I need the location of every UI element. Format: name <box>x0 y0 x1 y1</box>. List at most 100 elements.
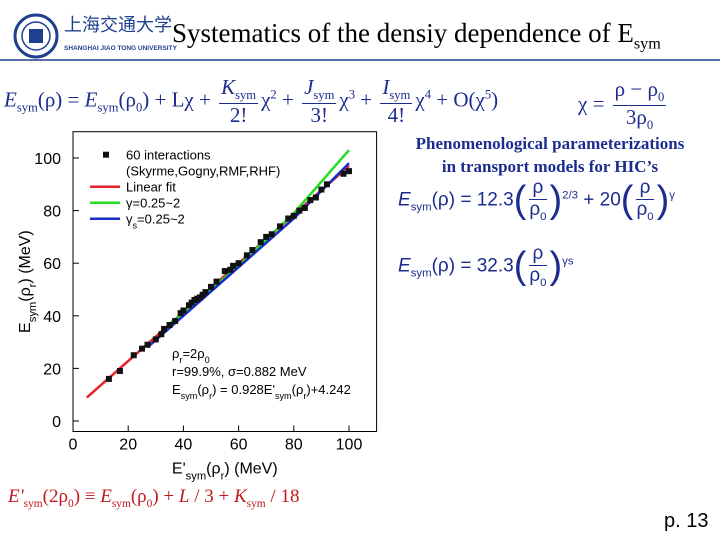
text-part: + <box>355 87 378 112</box>
point <box>161 325 168 332</box>
text-part: ρ <box>529 198 541 220</box>
fraction: Ksym 2! <box>219 75 259 128</box>
text-part: L <box>178 486 190 507</box>
side-heading: Phenomenological parameterizations in tra… <box>390 132 710 178</box>
text-part: r <box>27 283 39 287</box>
point <box>263 233 270 240</box>
fraction-num: ρ <box>529 243 547 266</box>
point <box>172 318 179 325</box>
fraction-den: ρ0 <box>529 198 547 223</box>
legend-symbol <box>103 151 109 158</box>
text-part: γ <box>669 189 675 202</box>
heading-line: in transport models for HIC’s <box>441 157 659 176</box>
text-part: (ρ <box>197 382 209 397</box>
text-part: s <box>133 221 138 231</box>
text-part: K <box>221 75 236 99</box>
text-part: ) <box>656 179 670 222</box>
text-part: E' <box>8 486 24 507</box>
formula-chi: χ = ρ − ρ0 3ρ0 <box>578 77 669 133</box>
point <box>318 186 325 193</box>
fraction-num: ρ <box>529 177 547 200</box>
text-part: ) = 0.928E' <box>212 382 275 397</box>
text-part: sym <box>389 88 411 103</box>
text-part: ( <box>513 179 527 222</box>
point <box>180 307 187 314</box>
point <box>243 252 250 259</box>
text-part: ρ <box>529 264 541 286</box>
text-part: (ρ) = 12.3 <box>431 189 514 211</box>
text-part: sym <box>246 497 266 510</box>
logo-name: 上海交通大学 <box>64 15 172 35</box>
text-part: χ <box>415 87 425 112</box>
point <box>144 341 151 348</box>
plot-frame <box>72 131 378 432</box>
text-part: =0.25~2 <box>137 212 185 227</box>
text-part: ρ <box>639 177 651 198</box>
text-part: 2 <box>270 87 277 102</box>
text-part: γ <box>126 212 133 227</box>
text-part: (ρ <box>17 287 34 301</box>
text-part: (ρ) = 32.3 <box>431 255 514 277</box>
text-part: 0 <box>540 276 547 289</box>
text-part: 5 <box>484 87 492 102</box>
fraction: Isym 4! <box>380 75 413 127</box>
text-part: r <box>179 355 182 365</box>
point <box>230 262 237 269</box>
text-part: E <box>172 382 181 397</box>
x-tick-label: 60 <box>230 437 248 454</box>
text-part: 3 <box>348 87 356 102</box>
text-part: ) + <box>152 486 179 507</box>
point <box>130 352 137 359</box>
point <box>221 268 228 275</box>
text-part: 0 <box>540 210 547 223</box>
fraction-num: ρ <box>636 177 654 200</box>
fraction-num: ρ − ρ0 <box>612 77 667 107</box>
fraction: ρ ρ0 <box>636 177 654 223</box>
text-part: (ρ <box>118 87 136 112</box>
text-part: ρ <box>172 346 179 361</box>
fraction: ρ − ρ0 3ρ0 <box>612 77 667 133</box>
legend-label: 60 interactions <box>126 148 211 163</box>
text-part: ) (MeV) <box>224 461 277 478</box>
legend-subtitle: (Skyrme,Gogny,RMF,RHF) <box>126 164 280 179</box>
text-part: sym <box>111 497 131 510</box>
text-part: (ρ) = <box>37 87 85 112</box>
text-part: (ρ <box>130 486 147 507</box>
y-tick-label: 0 <box>52 414 61 431</box>
text-part: γ <box>126 196 133 211</box>
text-part: / 18 <box>265 486 300 507</box>
text-part: K <box>233 486 247 507</box>
point <box>213 278 220 285</box>
x-tick-label: 40 <box>175 437 193 454</box>
point <box>235 260 242 267</box>
fraction-den: 3! <box>302 103 336 127</box>
text-part: E <box>100 486 112 507</box>
point <box>105 375 112 382</box>
y-tick-label: 40 <box>43 309 61 326</box>
text-part: 0 <box>646 118 654 133</box>
text-part: χ <box>261 87 271 112</box>
text-part: =2ρ <box>182 346 204 361</box>
formula-gamma-s: Esym(ρ) = 32.3(ρ ρ0)γs <box>398 243 574 289</box>
text-part: sym <box>23 497 43 510</box>
text-part: =0.25~2 <box>133 196 181 211</box>
y-tick-label: 80 <box>43 204 61 221</box>
text-part: r <box>209 391 212 401</box>
text-part: E <box>398 255 411 277</box>
text-part: 2/3 <box>562 189 578 202</box>
text-part: ) + Lχ + <box>142 87 217 112</box>
text-part: 2! <box>229 103 248 128</box>
point <box>152 336 159 343</box>
text-part: )+4.242 <box>306 382 350 397</box>
page-number: p. 13 <box>664 510 709 532</box>
text-part: 0 <box>135 100 143 115</box>
text-part: + 20 <box>578 189 621 211</box>
text-part: / 3 + <box>189 486 234 507</box>
point <box>285 215 292 222</box>
point <box>227 266 234 273</box>
x-tick-label: 0 <box>69 437 78 454</box>
text-part: 3ρ <box>625 105 647 130</box>
text-part: I <box>382 75 390 99</box>
text-part: E <box>398 189 411 211</box>
